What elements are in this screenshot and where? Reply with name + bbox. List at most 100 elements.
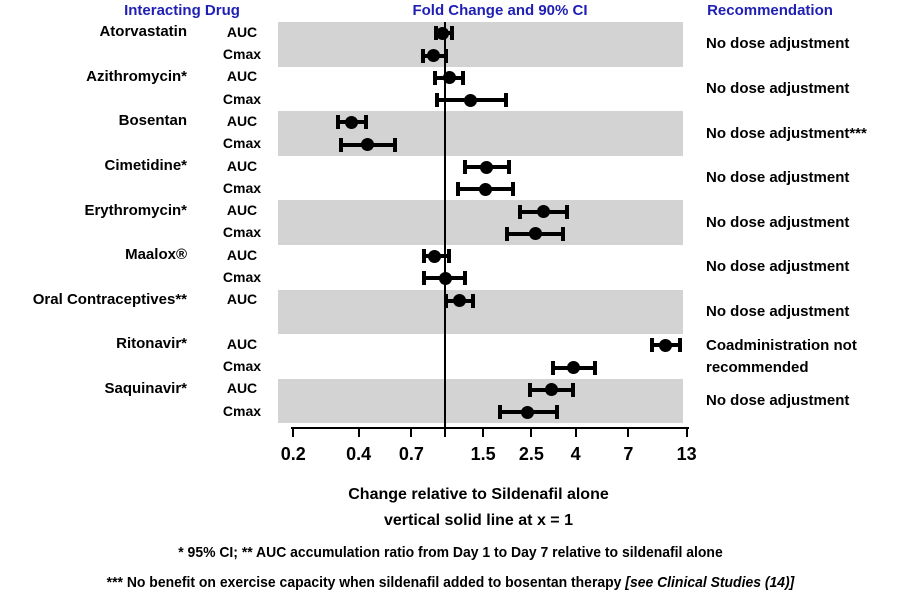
ci-cap-high xyxy=(463,271,468,286)
ci-cap-low xyxy=(649,338,654,353)
recommendation-text: No dose adjustment xyxy=(706,35,850,53)
drug-label: Oral Contraceptives** xyxy=(32,290,187,308)
ci-cap-high xyxy=(393,137,398,152)
x-axis-caption-line2: vertical solid line at x = 1 xyxy=(384,512,573,529)
ci-cap-high xyxy=(450,26,455,41)
parameter-label: AUC xyxy=(226,112,258,129)
ci-cap-low xyxy=(433,70,438,85)
drug-label: Maalox® xyxy=(125,246,187,264)
parameter-label: AUC xyxy=(226,157,258,174)
drug-label: Cimetidine* xyxy=(104,157,187,174)
x-axis-tick xyxy=(410,427,413,437)
parameter-label: Cmax xyxy=(222,179,262,196)
point-estimate-dot xyxy=(361,138,375,152)
parameter-label: Cmax xyxy=(222,90,262,107)
ci-cap-low xyxy=(338,137,343,152)
ci-cap-high xyxy=(504,93,508,107)
ci-cap-low xyxy=(435,93,440,107)
recommendation-text: No dose adjustment xyxy=(706,79,850,97)
x-axis-tick-label: 2.5 xyxy=(518,444,544,464)
x-axis-tick-label: 7 xyxy=(623,444,634,464)
column-header-interacting-drug: Interacting Drug xyxy=(124,2,240,19)
point-estimate-dot xyxy=(435,26,449,40)
ci-cap-high xyxy=(571,382,576,397)
ci-cap-high xyxy=(678,338,682,353)
parameter-label: Cmax xyxy=(222,224,262,241)
point-estimate-dot xyxy=(344,115,358,129)
column-header-fold-change: Fold Change and 90% CI xyxy=(412,2,588,19)
parameter-label: Cmax xyxy=(222,358,262,375)
ci-cap-low xyxy=(527,382,532,397)
row-shading-band xyxy=(278,378,683,424)
point-estimate-dot xyxy=(536,205,550,219)
ci-cap-low xyxy=(422,249,426,264)
parameter-label: AUC xyxy=(226,380,258,397)
point-estimate-dot xyxy=(544,383,558,397)
recommendation-text: No dose adjustment xyxy=(706,213,850,231)
point-estimate-dot xyxy=(426,49,440,62)
x-axis-tick xyxy=(292,427,295,437)
parameter-label: AUC xyxy=(226,23,258,40)
x-axis-line xyxy=(291,427,689,429)
parameter-label: Cmax xyxy=(222,135,262,152)
recommendation-text: Coadministration not recommended xyxy=(706,336,857,376)
x-axis-tick-label: 1.5 xyxy=(470,444,496,464)
point-estimate-dot xyxy=(521,405,534,419)
ci-cap-high xyxy=(561,226,566,241)
column-header-recommendation: Recommendation xyxy=(707,2,833,19)
row-shading-band xyxy=(278,289,683,335)
drug-label: Atorvastatin xyxy=(99,23,187,41)
ci-cap-low xyxy=(335,115,340,130)
point-estimate-dot xyxy=(452,294,466,308)
row-shading-band xyxy=(278,22,683,67)
ci-cap-low xyxy=(463,160,468,174)
recommendation-text: No dose adjustment xyxy=(706,169,850,187)
ci-cap-high xyxy=(564,204,569,219)
recommendation-text: No dose adjustment*** xyxy=(706,124,867,142)
ci-cap-high xyxy=(470,293,475,308)
parameter-label: Cmax xyxy=(222,46,262,62)
x-axis-tick xyxy=(482,427,485,437)
x-axis-tick-label: 0.4 xyxy=(346,444,372,464)
footnote-triple-asterisk-text: *** No benefit on exercise capacity when… xyxy=(106,574,626,591)
point-estimate-dot xyxy=(478,182,492,196)
x-axis-tick xyxy=(530,427,533,437)
parameter-label: AUC xyxy=(226,246,258,263)
ci-cap-high xyxy=(554,405,559,420)
ci-cap-high xyxy=(511,182,516,197)
ci-cap-low xyxy=(504,226,509,241)
point-estimate-dot xyxy=(659,338,673,352)
recommendation-text: No dose adjustment xyxy=(706,302,850,320)
x-axis-tick-label: 0.2 xyxy=(280,444,306,464)
ci-cap-low xyxy=(456,182,461,197)
x-axis-tick xyxy=(685,427,688,437)
recommendation-text: No dose adjustment xyxy=(706,258,850,276)
parameter-label: AUC xyxy=(226,68,258,85)
footnote-asterisk: * 95% CI; ** AUC accumulation ratio from… xyxy=(178,544,723,561)
reference-line-x1 xyxy=(444,22,446,427)
ci-cap-high xyxy=(363,115,368,130)
drug-label: Bosentan xyxy=(118,112,187,130)
ci-cap-low xyxy=(497,405,502,420)
x-axis-tick-label: 13 xyxy=(676,444,697,464)
parameter-label: Cmax xyxy=(222,268,262,285)
point-estimate-dot xyxy=(443,71,457,85)
recommendation-text: No dose adjustment xyxy=(706,392,850,410)
x-axis-tick xyxy=(444,427,446,437)
x-axis-tick xyxy=(627,427,630,437)
x-axis-caption-line1: Change relative to Sildenafil alone xyxy=(348,486,609,503)
point-estimate-dot xyxy=(528,227,542,241)
point-estimate-dot xyxy=(427,249,441,263)
parameter-label: AUC xyxy=(226,291,258,308)
point-estimate-dot xyxy=(480,160,494,174)
ci-cap-high xyxy=(461,70,465,85)
row-shading-band xyxy=(278,200,683,245)
drug-label: Erythromycin* xyxy=(84,201,187,219)
ci-cap-low xyxy=(420,48,425,63)
ci-cap-high xyxy=(593,360,598,375)
x-axis-tick-label: 0.7 xyxy=(398,444,424,464)
ci-cap-low xyxy=(518,204,523,219)
parameter-label: AUC xyxy=(226,202,258,219)
x-axis-tick xyxy=(357,427,360,437)
